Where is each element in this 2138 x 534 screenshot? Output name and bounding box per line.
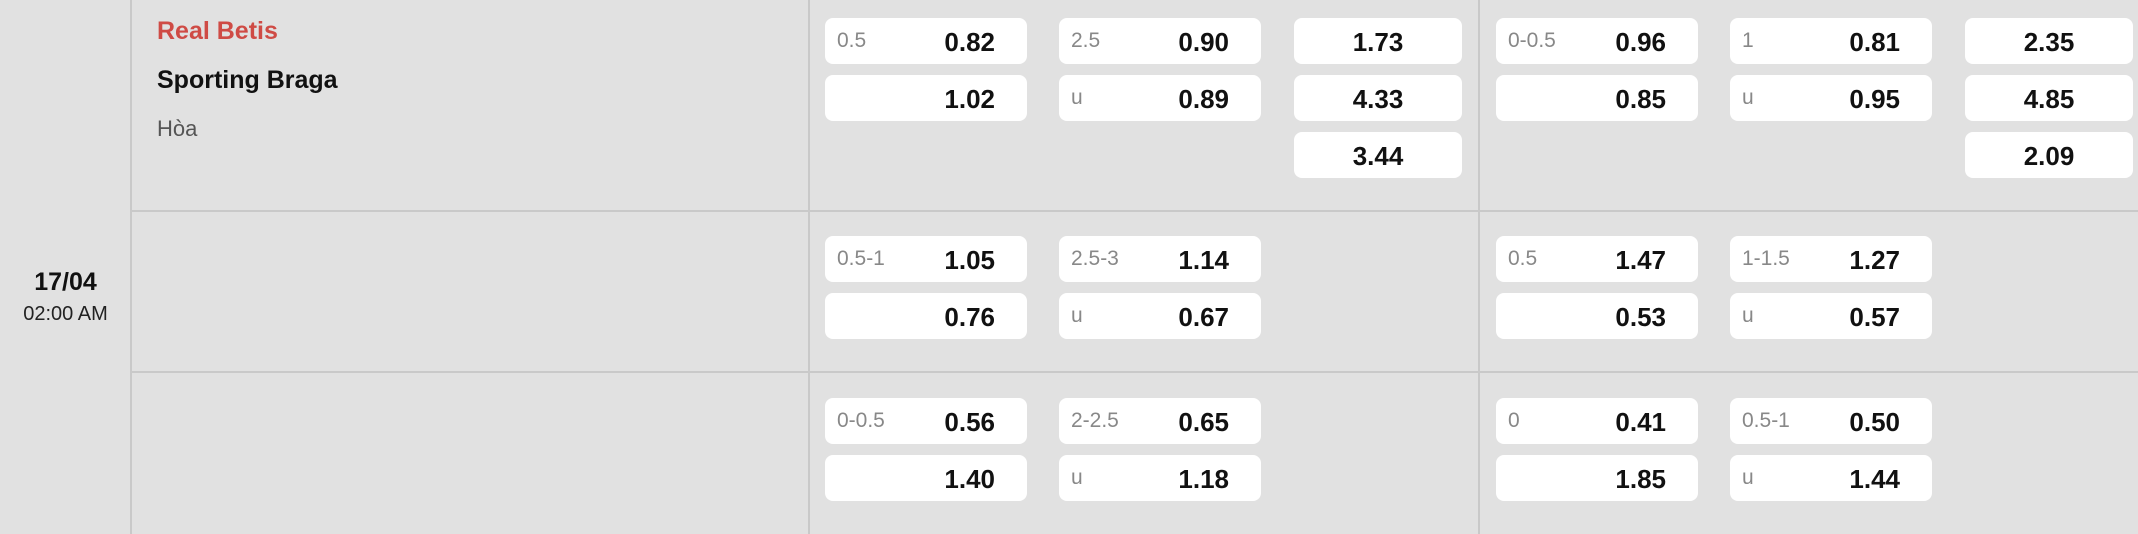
odds-cell[interactable]: u 0.67 — [1059, 293, 1261, 339]
odds-cell[interactable]: u 0.89 — [1059, 75, 1261, 121]
odds-cell[interactable]: 1.40 — [825, 455, 1027, 501]
odds-value: 0.67 — [1178, 302, 1229, 332]
odds-cell[interactable]: 0.85 — [1496, 75, 1698, 121]
odds-cell[interactable]: u 1.18 — [1059, 455, 1261, 501]
match-date: 17/04 — [34, 268, 97, 296]
divider — [131, 210, 2138, 212]
odds-line: 0.5 — [837, 29, 867, 52]
odds-cell[interactable]: 0-0.5 0.96 — [1496, 18, 1698, 64]
odds-line: u — [1742, 86, 1754, 109]
odds-cell[interactable]: u 1.44 — [1730, 455, 1932, 501]
odds-cell[interactable]: 1.85 — [1496, 455, 1698, 501]
odds-line: u — [1071, 466, 1083, 489]
odds-cell[interactable]: 0-0.5 0.56 — [825, 398, 1027, 444]
odds-value: 0.82 — [944, 27, 995, 57]
odds-value: 4.85 — [2023, 84, 2075, 114]
draw-label: Hòa — [157, 116, 198, 141]
odds-cell[interactable]: 0.5-1 0.50 — [1730, 398, 1932, 444]
odds-value: 1.85 — [1615, 464, 1666, 494]
odds-value: 0.95 — [1849, 84, 1900, 114]
odds-value: 1.14 — [1178, 245, 1229, 275]
odds-line: u — [1071, 304, 1083, 327]
odds-value: 1.44 — [1849, 464, 1900, 494]
odds-value: 1.40 — [944, 464, 995, 494]
odds-cell[interactable]: 2.5 0.90 — [1059, 18, 1261, 64]
odds-value: 1.73 — [1352, 27, 1404, 57]
odds-value: 0.56 — [944, 407, 995, 437]
odds-line: 0 — [1508, 409, 1520, 432]
divider — [1478, 0, 1480, 534]
away-team[interactable]: Sporting Braga — [157, 66, 338, 94]
odds-value: 2.09 — [2023, 141, 2075, 171]
odds-value: 1.18 — [1178, 464, 1229, 494]
divider — [130, 0, 132, 534]
divider — [808, 0, 810, 534]
odds-value: 1.27 — [1849, 245, 1900, 275]
odds-value: 0.96 — [1615, 27, 1666, 57]
odds-value: 0.53 — [1615, 302, 1666, 332]
odds-line: 2-2.5 — [1071, 409, 1119, 432]
odds-cell[interactable]: 2-2.5 0.65 — [1059, 398, 1261, 444]
odds-line: 2.5 — [1071, 29, 1101, 52]
odds-cell[interactable]: 0.76 — [825, 293, 1027, 339]
odds-cell[interactable]: 0 0.41 — [1496, 398, 1698, 444]
odds-value: 0.65 — [1178, 407, 1229, 437]
odds-line: 0.5-1 — [1742, 409, 1790, 432]
odds-line: 0.5-1 — [837, 247, 885, 270]
odds-value: 4.33 — [1352, 84, 1404, 114]
odds-value: 0.90 — [1178, 27, 1229, 57]
odds-value: 1.47 — [1615, 245, 1666, 275]
odds-cell[interactable]: 3.44 — [1294, 132, 1462, 178]
odds-line: 1 — [1742, 29, 1754, 52]
odds-line: u — [1071, 86, 1083, 109]
divider — [131, 371, 2138, 373]
odds-value: 1.05 — [944, 245, 995, 275]
odds-line: 0-0.5 — [837, 409, 885, 432]
odds-value: 2.35 — [2023, 27, 2075, 57]
odds-cell[interactable]: 2.09 — [1965, 132, 2133, 178]
odds-value: 0.76 — [944, 302, 995, 332]
odds-cell[interactable]: 1-1.5 1.27 — [1730, 236, 1932, 282]
odds-cell[interactable]: u 0.95 — [1730, 75, 1932, 121]
odds-line: u — [1742, 466, 1754, 489]
odds-cell[interactable]: 0.53 — [1496, 293, 1698, 339]
odds-value: 0.50 — [1849, 407, 1900, 437]
odds-cell[interactable]: 1.73 — [1294, 18, 1462, 64]
odds-value: 0.41 — [1615, 407, 1666, 437]
odds-cell[interactable]: 4.85 — [1965, 75, 2133, 121]
odds-line: 0-0.5 — [1508, 29, 1556, 52]
odds-line: 0.5 — [1508, 247, 1538, 270]
odds-value: 0.57 — [1849, 302, 1900, 332]
odds-cell[interactable]: 1.02 — [825, 75, 1027, 121]
match-datetime: 17/04 02:00 AM — [0, 268, 131, 326]
odds-line: 2.5-3 — [1071, 247, 1119, 270]
odds-cell[interactable]: 0.5 0.82 — [825, 18, 1027, 64]
home-team[interactable]: Real Betis — [157, 17, 278, 45]
odds-value: 0.89 — [1178, 84, 1229, 114]
odds-cell[interactable]: u 0.57 — [1730, 293, 1932, 339]
odds-cell[interactable]: 2.35 — [1965, 18, 2133, 64]
odds-cell[interactable]: 1 0.81 — [1730, 18, 1932, 64]
odds-value: 1.02 — [944, 84, 995, 114]
odds-value: 3.44 — [1352, 141, 1404, 171]
odds-line: u — [1742, 304, 1754, 327]
odds-cell[interactable]: 4.33 — [1294, 75, 1462, 121]
odds-cell[interactable]: 0.5-1 1.05 — [825, 236, 1027, 282]
odds-line: 1-1.5 — [1742, 247, 1790, 270]
odds-cell[interactable]: 0.5 1.47 — [1496, 236, 1698, 282]
odds-value: 0.81 — [1849, 27, 1900, 57]
match-time: 02:00 AM — [23, 303, 108, 325]
odds-cell[interactable]: 2.5-3 1.14 — [1059, 236, 1261, 282]
odds-value: 0.85 — [1615, 84, 1666, 114]
